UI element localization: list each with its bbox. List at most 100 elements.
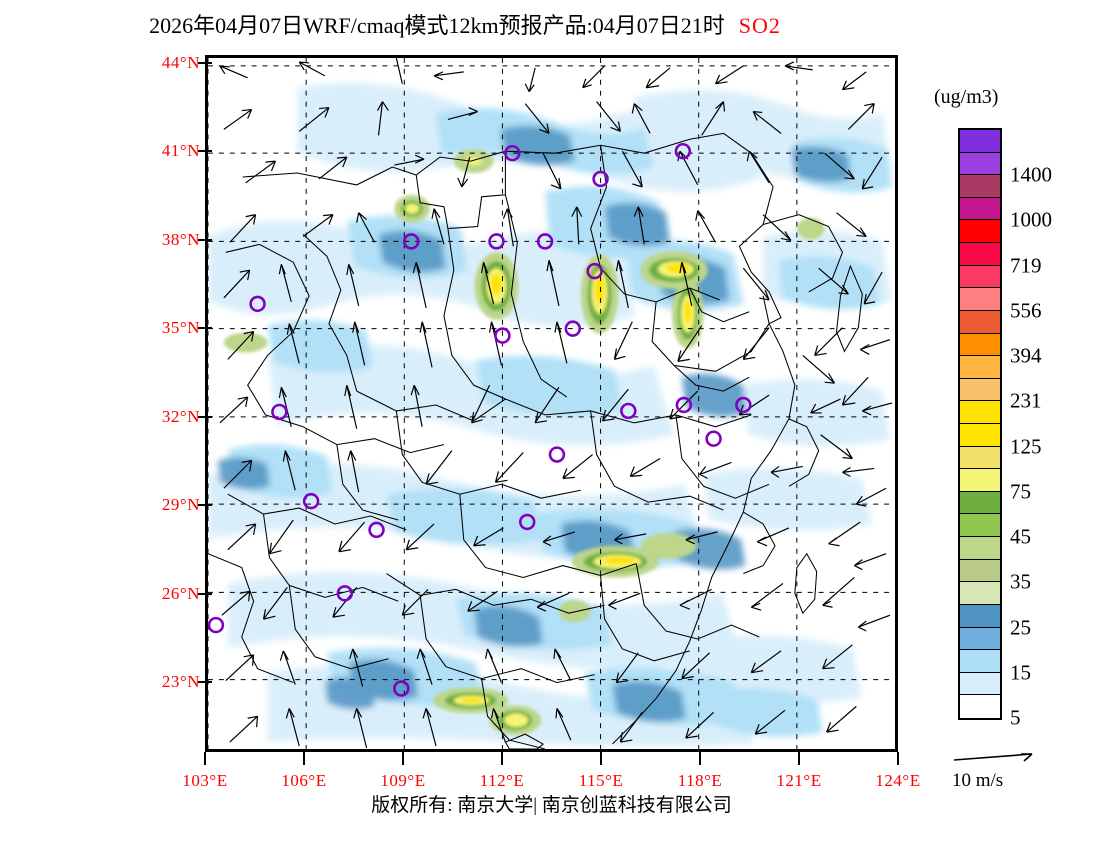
xtick-label: 106°E bbox=[281, 771, 327, 790]
wind-vector-field bbox=[219, 58, 893, 749]
city-marker-group[interactable] bbox=[208, 142, 752, 697]
colorbar-band bbox=[960, 650, 1000, 673]
map-graphic bbox=[208, 58, 895, 749]
longitude-axis: 103°E 106°E 109°E 112°E 115°E 118°E 121°… bbox=[182, 752, 920, 800]
ytick-mark bbox=[198, 62, 212, 64]
city-marker[interactable] bbox=[518, 513, 536, 531]
xtick-mark bbox=[501, 752, 503, 765]
ytick-label: 29°N bbox=[161, 495, 200, 514]
city-marker[interactable] bbox=[208, 616, 225, 634]
city-marker[interactable] bbox=[735, 396, 752, 414]
colorbar-band bbox=[960, 672, 1000, 696]
colorbar-tick-label: 15 bbox=[1010, 660, 1031, 685]
colorbar-band bbox=[960, 356, 1000, 379]
colorbar-band bbox=[960, 514, 1000, 538]
city-marker[interactable] bbox=[302, 492, 320, 510]
city-marker[interactable] bbox=[368, 521, 385, 539]
city-marker[interactable] bbox=[504, 144, 521, 162]
xtick-mark bbox=[303, 752, 305, 765]
colorbar-band bbox=[960, 333, 1000, 357]
colorbar-band bbox=[960, 491, 1000, 515]
wind-arrow-icon bbox=[953, 753, 1033, 762]
copyright-footer: 版权所有: 南京大学| 南京创蓝科技有限公司 bbox=[371, 795, 732, 816]
xtick-label: 112°E bbox=[479, 771, 525, 790]
colorbar-tick-label: 1000 bbox=[1010, 207, 1052, 232]
ytick-mark bbox=[198, 239, 212, 241]
colorbar-band bbox=[960, 469, 1000, 492]
city-marker[interactable] bbox=[393, 680, 410, 697]
city-marker[interactable] bbox=[249, 295, 266, 313]
colorbar-band bbox=[960, 582, 1000, 605]
city-marker[interactable] bbox=[402, 233, 420, 250]
colorbar-band bbox=[960, 243, 1000, 266]
colorbar-tick-label: 125 bbox=[1010, 434, 1042, 459]
wind-scale-label: 10 m/s bbox=[952, 770, 1004, 791]
wind-scale-legend: 10 m/s bbox=[952, 748, 1092, 798]
city-marker[interactable] bbox=[271, 403, 288, 421]
colorbar-band bbox=[960, 175, 1000, 198]
colorbar-tick-label: 75 bbox=[1010, 479, 1031, 504]
colorbar-band bbox=[960, 401, 1000, 424]
xtick-mark bbox=[699, 752, 701, 765]
city-marker[interactable] bbox=[620, 402, 637, 420]
ytick-label: 32°N bbox=[161, 407, 200, 426]
ytick-mark bbox=[198, 593, 212, 595]
city-marker[interactable] bbox=[336, 585, 354, 602]
city-marker[interactable] bbox=[674, 142, 692, 160]
colorbar-band bbox=[960, 559, 1000, 583]
colorbar-tick-label: 231 bbox=[1010, 388, 1042, 413]
colorbar-tick-label: 25 bbox=[1010, 615, 1031, 640]
latitude-axis: 44°N 41°N 38°N 35°N 32°N 29°N 26°N 23°N bbox=[110, 53, 212, 752]
colorbar-band bbox=[960, 152, 1000, 176]
map-canvas bbox=[208, 58, 895, 749]
colorbar-band bbox=[960, 310, 1000, 334]
species-label: SO2 bbox=[738, 13, 781, 38]
xtick-mark bbox=[897, 752, 899, 765]
xtick-mark bbox=[402, 752, 404, 765]
concentration-field bbox=[208, 82, 893, 747]
colorbar-band bbox=[960, 220, 1000, 244]
ytick-label: 35°N bbox=[161, 318, 200, 337]
plume-hotspots bbox=[223, 149, 825, 736]
ytick-mark bbox=[198, 681, 212, 683]
city-marker[interactable] bbox=[488, 233, 505, 250]
colorbar-tick-label: 394 bbox=[1010, 343, 1042, 368]
xtick-mark bbox=[600, 752, 602, 765]
colorbar-band bbox=[960, 265, 1000, 289]
city-marker[interactable] bbox=[592, 170, 609, 188]
city-marker[interactable] bbox=[586, 262, 603, 280]
colorbar-band bbox=[960, 695, 1000, 718]
map-plot-area[interactable] bbox=[205, 55, 898, 752]
ytick-label: 23°N bbox=[161, 672, 200, 691]
xtick-mark bbox=[798, 752, 800, 765]
city-marker[interactable] bbox=[705, 430, 722, 447]
title-text: 2026年04月07日WRF/cmaq模式12km预报产品:04月07日21时 bbox=[149, 13, 725, 38]
city-marker[interactable] bbox=[494, 327, 511, 344]
ytick-mark bbox=[198, 504, 212, 506]
ytick-mark bbox=[198, 150, 212, 152]
colorbar-tick-label: 45 bbox=[1010, 524, 1031, 549]
colorbar-tick-label: 35 bbox=[1010, 569, 1031, 594]
page-title: 2026年04月07日WRF/cmaq模式12km预报产品:04月07日21时 S… bbox=[0, 8, 930, 40]
city-marker[interactable] bbox=[548, 446, 566, 463]
colorbar[interactable] bbox=[958, 128, 1002, 720]
ytick-label: 44°N bbox=[161, 53, 200, 72]
xtick-label: 103°E bbox=[182, 771, 228, 790]
colorbar-band bbox=[960, 604, 1000, 628]
colorbar-band bbox=[960, 446, 1000, 470]
administrative-boundaries bbox=[208, 132, 863, 749]
ytick-label: 38°N bbox=[161, 230, 200, 249]
city-marker[interactable] bbox=[536, 233, 554, 250]
city-marker[interactable] bbox=[675, 396, 693, 414]
colorbar-tick-label: 719 bbox=[1010, 253, 1042, 278]
colorbar-band bbox=[960, 378, 1000, 402]
colorbar-band bbox=[960, 424, 1000, 447]
city-marker[interactable] bbox=[564, 320, 582, 337]
colorbar-band bbox=[960, 537, 1000, 560]
colorbar-band bbox=[960, 197, 1000, 221]
xtick-label: 124°E bbox=[875, 771, 921, 790]
xtick-label: 118°E bbox=[677, 771, 723, 790]
colorbar-band bbox=[960, 288, 1000, 311]
colorbar-tick-label: 1400 bbox=[1010, 162, 1052, 187]
